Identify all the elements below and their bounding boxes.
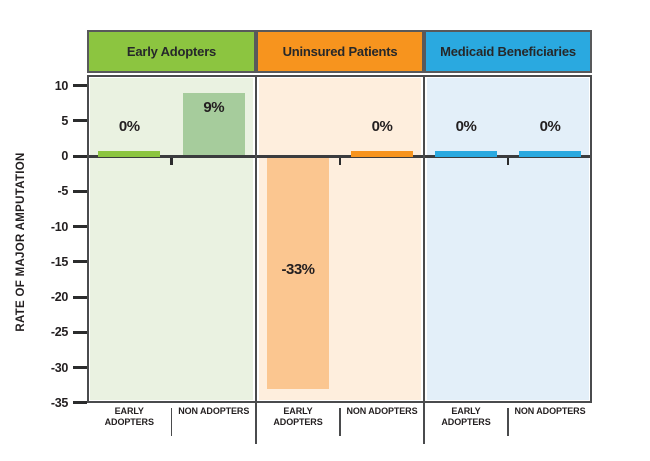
y-tick [73,366,87,369]
group-header: Early Adopters [87,30,256,73]
bar-value-label: 0% [455,118,477,135]
category-pair-divider [339,408,341,436]
category-pair-divider [170,408,173,436]
panel-divider [255,75,257,444]
bar-value-label: -33% [281,260,315,278]
bar [98,151,161,157]
y-tick [73,119,87,123]
bar [182,92,245,156]
panel-divider [423,75,425,444]
bar-value-label: 9% [203,98,225,116]
y-tick-label: -20 [50,290,68,304]
y-tick [73,225,87,228]
y-tick-label: -25 [50,325,68,340]
panel-bg [427,78,589,400]
bar [351,151,413,157]
bar [519,151,581,157]
y-tick-label: -10 [50,219,68,234]
group-header: Uninsured Patients [256,30,424,73]
x-category-label: NON ADOPTERS [346,406,418,416]
bar-value-label: 0% [371,118,393,135]
zero-line [87,155,592,158]
zero-axis-mid-tick [170,157,173,165]
group-header: Medicaid Beneficiaries [424,30,592,73]
y-tick-label: -35 [50,395,68,410]
y-tick-label: 5 [61,113,68,128]
zero-axis-mid-tick [506,157,510,165]
y-tick-label: 0 [61,149,68,163]
y-tick [73,295,87,299]
y-tick [73,330,87,334]
x-category-label: EARLY ADOPTERS [441,406,491,427]
x-category-label: NON ADOPTERS [178,406,250,416]
y-tick [73,260,87,264]
x-category-label: EARLY ADOPTERS [273,406,323,427]
y-tick [73,84,87,87]
x-category-label: EARLY ADOPTERS [104,406,154,427]
x-category-label: NON ADOPTERS [514,406,586,416]
y-tick-label: -5 [57,184,68,199]
bar-value-label: 0% [539,118,561,135]
y-tick-label: 10 [54,78,69,93]
bar [267,156,329,389]
zero-axis-mid-tick [338,157,342,165]
plot-frame [87,75,592,403]
y-tick [73,401,87,405]
bar [435,151,497,157]
category-pair-divider [507,408,509,436]
y-tick-label: -30 [50,360,68,375]
y-tick [73,154,87,158]
y-tick-label: -15 [50,254,68,269]
bar-value-label: 0% [118,118,140,135]
y-tick [73,189,87,193]
